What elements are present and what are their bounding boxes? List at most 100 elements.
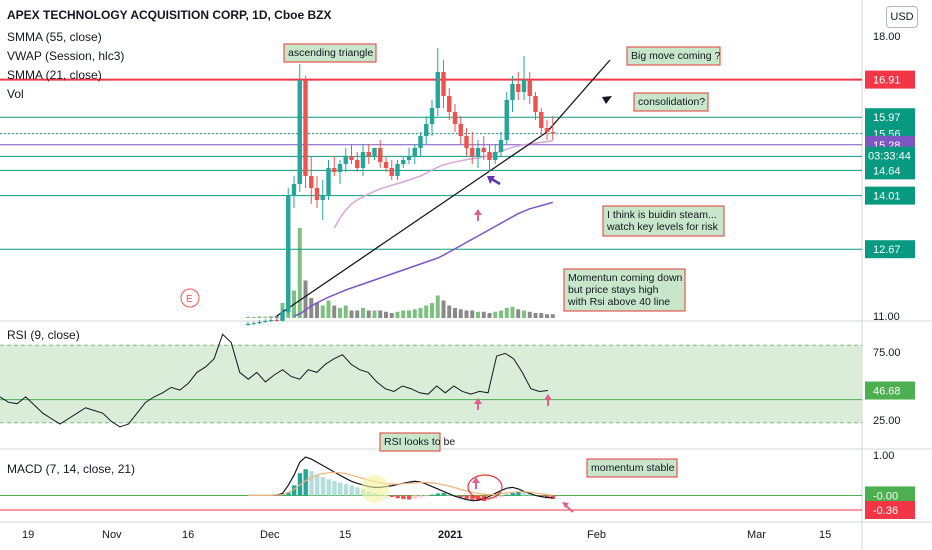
candle-body	[268, 320, 274, 321]
macd-histogram-bar	[326, 479, 331, 496]
candle-body	[326, 168, 331, 196]
rsi-tick-label: 25.00	[873, 415, 901, 427]
legend-smma55[interactable]: SMMA (55, close)	[7, 30, 102, 44]
legend-vol[interactable]: Vol	[7, 87, 24, 101]
candle-body	[458, 124, 463, 136]
price-level-tag	[865, 70, 915, 89]
macd-histogram-bar	[458, 495, 464, 498]
candle-body	[263, 320, 268, 322]
chart-title: APEX TECHNOLOGY ACQUISITION CORP, 1D, Cb…	[7, 8, 332, 22]
candle-body	[435, 72, 440, 108]
legend-macd[interactable]: MACD (7, 14, close, 21)	[7, 462, 136, 476]
candle-body	[378, 148, 383, 162]
volume-bar	[464, 310, 469, 318]
candle-body	[533, 96, 538, 112]
macd-value-tag	[865, 486, 915, 505]
macd-histogram-bar	[349, 485, 354, 496]
volume-bar	[246, 316, 250, 318]
volume-bar	[550, 314, 555, 318]
macd-value-label: -0.00	[873, 490, 898, 502]
candle-body	[337, 164, 343, 172]
trend-line	[276, 131, 548, 317]
time-tick-label: Mar	[747, 529, 766, 541]
rsi-value-tag	[865, 381, 915, 400]
annotation-rsi-box	[379, 432, 441, 452]
candle-body	[314, 188, 320, 200]
candle-body	[424, 124, 429, 136]
candle-body	[544, 128, 550, 132]
legend-smma21[interactable]: SMMA (21, close)	[7, 68, 102, 82]
volume-bar	[372, 310, 377, 318]
annotation-momentum-text: with Rsi above 40 line	[567, 296, 670, 308]
candle-body	[372, 148, 377, 156]
candle-body	[429, 108, 435, 124]
annotation-consolidation-text: consolidation?	[638, 96, 705, 108]
candle-body	[412, 148, 417, 156]
macd-histogram-bar	[435, 493, 441, 496]
macd-histogram-bar	[441, 493, 446, 496]
candle-body	[516, 84, 521, 92]
volume-bar	[516, 309, 521, 318]
candle-body	[464, 136, 469, 148]
volume-bar	[412, 309, 417, 318]
volume-bar	[401, 310, 406, 318]
price-tick-label: 18.00	[873, 31, 901, 43]
volume-bar	[418, 308, 423, 318]
annotation-building-steam-text: watch key levels for risk	[606, 221, 719, 233]
countdown-tag	[865, 146, 915, 165]
annotation-building-steam-box	[602, 205, 725, 237]
candle-body	[251, 323, 256, 325]
volume-bar	[343, 305, 348, 318]
macd-histogram-bar	[343, 484, 349, 496]
price-level-tag-label: 14.01	[873, 191, 901, 203]
legend-vwap[interactable]: VWAP (Session, hlc3)	[7, 49, 125, 63]
time-tick-label: 15	[819, 529, 831, 541]
highlight-ellipse	[467, 474, 503, 500]
candle-body	[395, 164, 400, 176]
volume-bar	[447, 305, 452, 318]
volume-bar	[269, 316, 273, 318]
volume-bar	[522, 310, 526, 318]
volume-bar	[378, 310, 383, 318]
candle-body	[475, 148, 481, 156]
currency-button[interactable]: USD	[886, 6, 918, 28]
candle-body	[406, 156, 412, 160]
volume-bar	[545, 314, 549, 318]
candle-body	[452, 112, 458, 124]
candle-body	[303, 80, 308, 176]
volume-bar	[539, 313, 544, 318]
volume-bar	[481, 311, 486, 318]
macd-signal-line	[248, 471, 553, 497]
earnings-marker-label: E	[186, 294, 193, 305]
candle-body	[401, 160, 406, 164]
volume-bar	[309, 298, 314, 318]
volume-bar	[504, 308, 509, 318]
volume-bar	[527, 311, 532, 318]
macd-signal-label: -0.36	[873, 505, 898, 517]
volume-bar	[326, 300, 331, 318]
macd-histogram-bar	[286, 492, 291, 496]
candle-body	[320, 196, 325, 200]
candle-body	[274, 320, 279, 321]
smma55-line	[293, 201, 553, 317]
volume-bar	[355, 310, 360, 318]
annotation-rsi-text: RSI looks to be	[384, 436, 455, 448]
macd-histogram-bar	[516, 491, 521, 496]
price-level-tag-label: 15.97	[873, 112, 901, 124]
annotation-momentum-text: Momentun coming down	[568, 272, 683, 284]
candle-body	[441, 72, 446, 96]
macd-histogram-bar	[338, 482, 343, 496]
candle-body	[498, 140, 504, 152]
legend-rsi[interactable]: RSI (9, close)	[7, 328, 80, 342]
macd-histogram-bar	[470, 495, 475, 500]
macd-histogram-bar	[418, 495, 423, 498]
macd-histogram-bar	[401, 495, 406, 500]
candle-body	[291, 184, 297, 196]
annotation-ascending-triangle-box	[283, 43, 377, 63]
macd-histogram-bar	[412, 495, 418, 499]
rsi-band	[0, 345, 862, 423]
candle-body	[355, 160, 360, 168]
macd-histogram-bar	[487, 495, 492, 501]
